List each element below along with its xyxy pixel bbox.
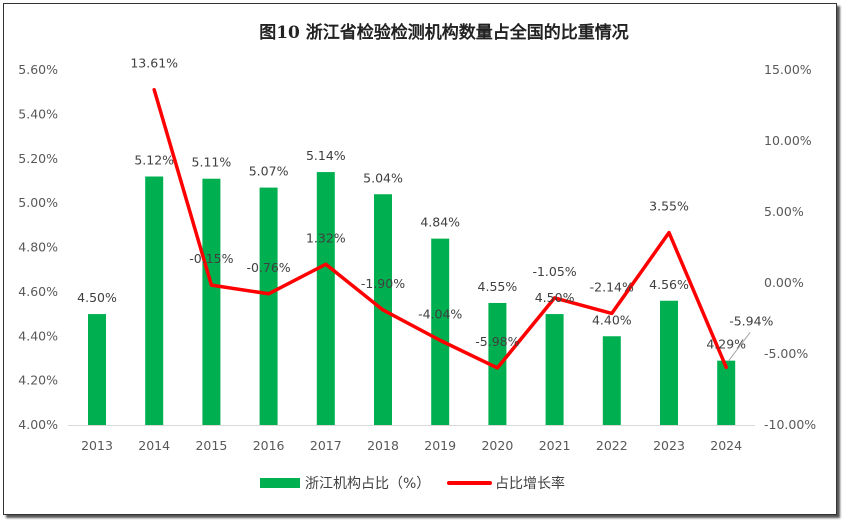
right-tick-label: -10.00% xyxy=(764,417,816,432)
chart-frame xyxy=(3,3,837,515)
right-tick-label: 15.00% xyxy=(764,62,812,77)
bar xyxy=(488,302,507,425)
line-data-label: 3.55% xyxy=(649,199,689,214)
legend-line-label: 占比增长率 xyxy=(495,475,565,492)
line-data-label: -1.90% xyxy=(361,276,405,291)
bar-data-label: 4.50% xyxy=(77,290,117,305)
left-tick-label: 4.20% xyxy=(18,373,58,388)
bar-data-label: 5.04% xyxy=(363,170,403,185)
x-tick-label: 2020 xyxy=(481,438,513,453)
x-tick-label: 2015 xyxy=(195,438,227,453)
right-tick-label: 10.00% xyxy=(764,133,812,148)
bar-data-label: 5.14% xyxy=(306,148,346,163)
x-tick-label: 2021 xyxy=(539,438,571,453)
x-tick-label: 2017 xyxy=(310,438,342,453)
bar xyxy=(545,314,564,425)
bar xyxy=(717,360,736,425)
x-tick-label: 2022 xyxy=(596,438,628,453)
bar xyxy=(145,176,164,425)
bar-data-label: 4.50% xyxy=(535,290,575,305)
left-tick-label: 4.00% xyxy=(18,417,58,432)
growth-line xyxy=(152,87,728,370)
legend-bar-label: 浙江机构占比（%） xyxy=(305,476,430,492)
chart-title: 图10 浙江省检验检测机构数量占全国的比重情况 xyxy=(259,22,629,43)
line-data-label: -1.05% xyxy=(532,264,576,279)
left-tick-label: 5.00% xyxy=(18,195,58,210)
left-tick-label: 4.80% xyxy=(18,240,58,255)
x-tick-label: 2014 xyxy=(138,438,170,453)
bar-data-label: 4.55% xyxy=(478,279,518,294)
bar-data-label: 4.40% xyxy=(592,312,632,327)
left-tick-label: 5.20% xyxy=(18,151,58,166)
bar xyxy=(431,238,450,425)
left-tick-label: 4.60% xyxy=(18,284,58,299)
bar xyxy=(602,336,621,425)
x-tick-label: 2013 xyxy=(81,438,113,453)
leader-line xyxy=(727,332,751,362)
line-data-label: -0.76% xyxy=(246,260,290,275)
line-data-label: 1.32% xyxy=(306,230,346,245)
line-data-label: -4.04% xyxy=(418,306,462,321)
x-tick-label: 2018 xyxy=(367,438,399,453)
x-tick-label: 2023 xyxy=(653,438,685,453)
line-data-label: -5.98% xyxy=(475,334,519,349)
bar-data-label: 5.11% xyxy=(192,155,232,170)
bar-data-label: 4.84% xyxy=(420,215,460,230)
line-data-label: -5.94% xyxy=(729,313,773,328)
bar xyxy=(202,178,221,425)
bar-data-label: 4.56% xyxy=(649,277,689,292)
x-tick-label: 2019 xyxy=(424,438,456,453)
right-tick-label: -5.00% xyxy=(764,346,808,361)
left-tick-label: 4.40% xyxy=(18,328,58,343)
bar xyxy=(259,187,278,425)
x-tick-label: 2016 xyxy=(253,438,285,453)
bar-data-label: 5.12% xyxy=(134,153,174,168)
bar-data-label: 4.29% xyxy=(706,337,746,352)
bar xyxy=(660,300,678,425)
bar xyxy=(316,172,335,425)
bar-data-label: 5.07% xyxy=(249,164,289,179)
line-data-label: -2.14% xyxy=(590,279,634,294)
left-tick-label: 5.60% xyxy=(18,62,58,77)
x-tick-label: 2024 xyxy=(710,438,742,453)
line-data-label: 13.61% xyxy=(130,56,178,71)
right-tick-label: 0.00% xyxy=(764,275,804,290)
legend-bar-swatch xyxy=(260,478,300,488)
legend: 浙江机构占比（%） 占比增长率 xyxy=(260,475,565,492)
left-tick-label: 5.40% xyxy=(18,106,58,121)
line-data-label: -0.15% xyxy=(189,251,233,266)
bar xyxy=(88,314,106,425)
right-tick-label: 5.00% xyxy=(764,204,804,219)
